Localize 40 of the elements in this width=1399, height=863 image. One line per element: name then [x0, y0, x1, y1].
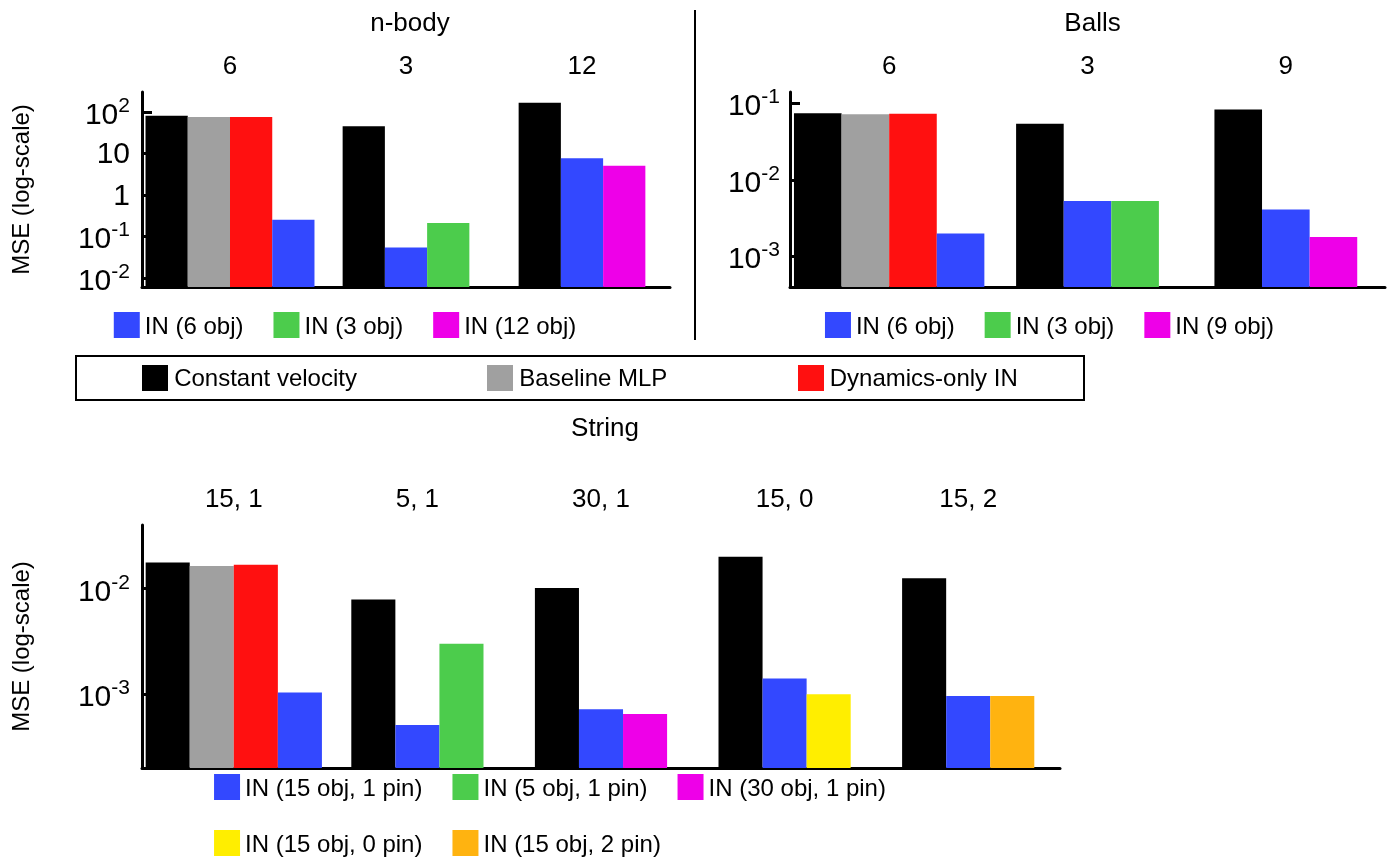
- x-tick-label: 15, 0: [755, 483, 814, 513]
- y-tick-label: 1: [113, 176, 130, 213]
- legend-label: IN (3 obj): [304, 311, 404, 339]
- y-tick-label: 10$^{-2}$: [77, 570, 130, 609]
- x-tick-label: 5, 1: [395, 483, 440, 513]
- x-tick-label: 30, 1: [572, 483, 630, 513]
- x-tick-label: 6: [881, 50, 897, 80]
- legend-label: IN (9 obj): [1175, 311, 1275, 339]
- legend-label: IN (6 obj): [855, 311, 955, 339]
- chart-title: String: [571, 412, 639, 442]
- y-tick-label: 10$^{2}$: [84, 93, 130, 132]
- x-tick-label: 3: [398, 50, 414, 80]
- x-tick-label: 12: [567, 50, 597, 80]
- legend-label: IN (3 obj): [1015, 311, 1115, 339]
- y-tick-label: 10$^{-3}$: [727, 237, 780, 277]
- y-tick-label: 10$^{-3}$: [77, 675, 130, 715]
- legend-label: IN (15 obj, 0 pin): [245, 829, 423, 857]
- chart-title: n-body: [370, 7, 450, 37]
- x-tick-label: 3: [1080, 50, 1095, 80]
- legend-label: IN (15 obj, 1 pin): [245, 773, 423, 801]
- x-tick-label: 9: [1278, 50, 1294, 80]
- legend-label: Constant velocity: [174, 364, 357, 392]
- x-tick-label: 15, 2: [939, 483, 998, 513]
- legend-label: IN (30 obj, 1 pin): [708, 773, 886, 801]
- x-tick-label: 15, 1: [204, 483, 263, 513]
- y-tick-label: 10: [96, 135, 130, 172]
- y-tick-label: 10$^{-1}$: [77, 217, 130, 257]
- legend-label: Baseline MLP: [519, 364, 668, 392]
- legend-label: IN (15 obj, 2 pin): [483, 829, 661, 857]
- x-tick-label: 6: [222, 50, 238, 80]
- y-tick-label: 10$^{-2}$: [727, 161, 780, 200]
- legend-label: IN (6 obj): [144, 311, 244, 339]
- legend-label: IN (5 obj, 1 pin): [483, 773, 648, 801]
- y-axis-title: MSE (log-scale): [6, 104, 34, 275]
- y-tick-label: 10$^{-2}$: [77, 259, 130, 298]
- chart-title: Balls: [1064, 7, 1121, 37]
- y-tick-label: 10$^{-1}$: [727, 84, 780, 124]
- legend-label: Dynamics-only IN: [829, 364, 1018, 392]
- legend-label: IN (12 obj): [464, 311, 577, 339]
- y-axis-title: MSE (log-scale): [6, 561, 34, 732]
